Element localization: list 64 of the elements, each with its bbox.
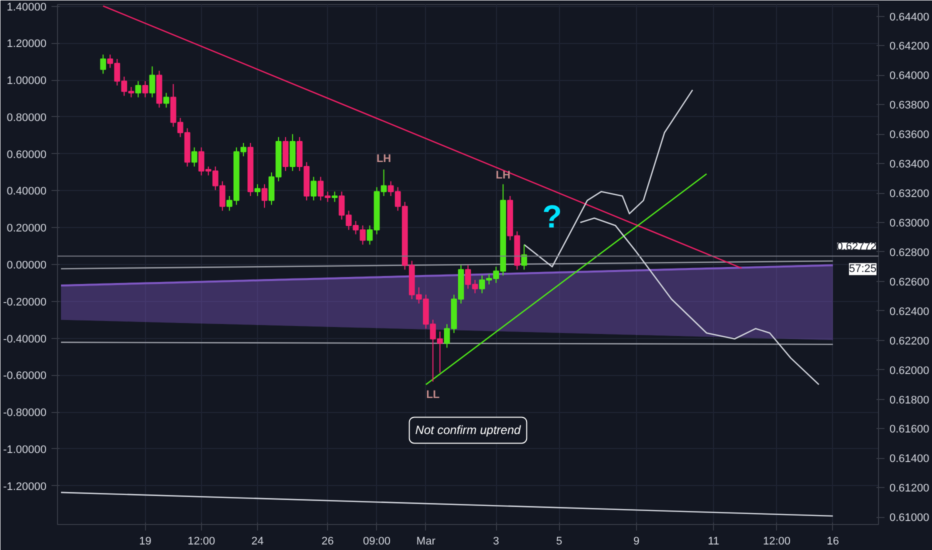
- x-tick-label: 19: [139, 536, 152, 548]
- y2-tick-label: 0.61400: [890, 453, 930, 466]
- y-tick-label: 1.20000: [6, 38, 47, 50]
- y2-tick-label: 0.61800: [890, 394, 930, 406]
- candlestick: [254, 184, 260, 196]
- annotation: LL: [426, 388, 440, 401]
- y-tick-label: 0.60000: [6, 148, 47, 161]
- y-tick-label: 0.00000: [6, 260, 47, 272]
- y2-tick-label: 0.62000: [890, 364, 930, 377]
- candlestick: [149, 66, 156, 98]
- y-tick-label: 0.20000: [6, 222, 47, 235]
- y2-tick-label: 0.62200: [890, 335, 930, 348]
- candlestick: [191, 146, 198, 168]
- x-tick-label: 09:00: [363, 536, 391, 548]
- candlestick: [310, 176, 317, 201]
- y-tick-label: -1.20000: [3, 480, 47, 493]
- y2-tick-label: 0.64000: [890, 70, 930, 82]
- y2-tick-label: 0.63600: [890, 129, 930, 142]
- x-tick-label: 9: [633, 536, 640, 548]
- y-tick-label: 1.00000: [6, 75, 47, 88]
- y2-tick-label: 0.62400: [890, 306, 930, 318]
- y-tick-label: -0.80000: [3, 407, 47, 420]
- y2-tick-label: 0.62600: [890, 276, 930, 288]
- candlestick: [135, 80, 142, 98]
- x-tick-label: Mar: [416, 536, 436, 548]
- x-tick-label: 16: [826, 536, 840, 548]
- candlestick: [521, 244, 528, 270]
- annotation: LH: [376, 153, 392, 166]
- candlestick: [142, 80, 148, 98]
- y2-tick-label: 0.62800: [890, 246, 930, 259]
- x-tick-label: 26: [322, 536, 334, 548]
- y2-tick-label: 0.64200: [890, 40, 930, 53]
- y2-tick-label: 0.61000: [890, 512, 930, 524]
- candlestick: [100, 54, 106, 74]
- text: 57:25: [848, 263, 877, 276]
- y2-tick-label: 0.63000: [890, 218, 930, 230]
- annotation: Not confirm uptrend: [415, 423, 522, 438]
- y-tick-label: -0.20000: [3, 296, 47, 308]
- y2-tick-label: 0.63200: [890, 188, 930, 200]
- y-tick-label: -0.40000: [3, 333, 47, 346]
- x-tick-label: 5: [556, 536, 562, 548]
- x-tick-label: 11: [708, 536, 720, 548]
- x-tick-label: 12:00: [762, 536, 791, 548]
- y-tick-label: -1.00000: [3, 444, 47, 456]
- annotation: LH: [496, 169, 510, 182]
- y-tick-label: 0.80000: [6, 112, 47, 124]
- y2-tick-label: 0.64400: [890, 11, 930, 24]
- y2-tick-label: 0.61200: [890, 482, 930, 495]
- y2-tick-label: 0.61600: [890, 424, 930, 436]
- y-tick-label: 1.40000: [6, 1, 47, 14]
- line-series: [60, 264, 834, 287]
- candlestick: [262, 184, 268, 208]
- line-series: [580, 217, 820, 386]
- x-tick-label: 3: [493, 536, 500, 548]
- y2-tick-label: 0.63800: [890, 100, 930, 112]
- x-tick-label: 24: [251, 536, 264, 548]
- candlestick: [332, 191, 338, 202]
- y-tick-label: 0.40000: [6, 186, 47, 198]
- y2-tick-label: 0.63400: [890, 158, 930, 171]
- candlestick: [163, 92, 170, 108]
- y-tick-label: -0.60000: [3, 370, 47, 382]
- line-series: [523, 89, 694, 268]
- x-tick-label: 12:00: [188, 536, 216, 548]
- annotation: ?: [542, 198, 562, 235]
